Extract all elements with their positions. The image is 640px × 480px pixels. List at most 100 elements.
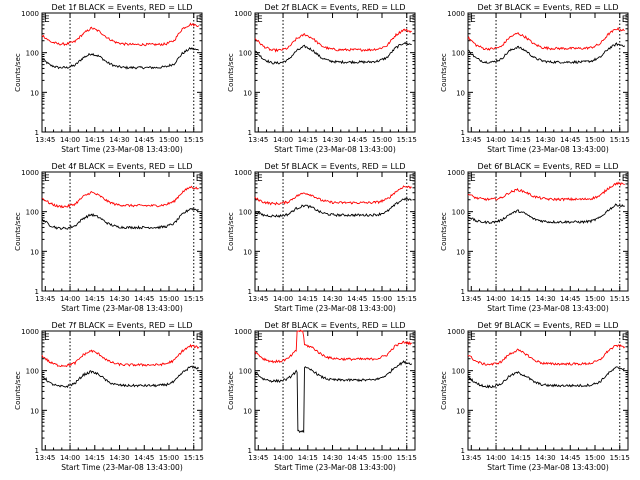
x-tick-label: 14:00 <box>486 295 506 303</box>
y-tick-label: 10 <box>30 407 39 415</box>
y-tick-label: 10 <box>243 407 252 415</box>
flag-label: E <box>409 174 415 184</box>
y-tick-label: 100 <box>239 209 252 217</box>
x-tick-label: 13:45 <box>461 136 481 144</box>
y-tick-label: 100 <box>26 209 39 217</box>
x-tick-label: 13:45 <box>461 454 481 462</box>
plot-frame <box>254 12 416 133</box>
chart-title: Det 4f BLACK = Events, RED = LLD <box>51 162 192 171</box>
y-tick-label: 1 <box>461 288 465 296</box>
x-tick-label: 14:30 <box>535 454 555 462</box>
chart-panel-5: Det 5f BLACK = Events, RED = LLD 1 10 100 10… <box>227 162 417 313</box>
y-tick-label: 1000 <box>447 10 465 18</box>
series-line-events <box>467 366 625 389</box>
plot-frame <box>41 171 203 292</box>
x-tick-label: 15:00 <box>159 136 179 144</box>
series-line-events <box>467 42 626 64</box>
series-line-lld <box>467 344 626 366</box>
x-tick-label: 14:15 <box>85 295 105 303</box>
x-tick-label: 15:00 <box>585 454 605 462</box>
x-tick-label: 14:30 <box>535 295 555 303</box>
x-tick-label: 15:00 <box>159 295 179 303</box>
chart-panel-4: Det 4f BLACK = Events, RED = LLD 1 10 100 10… <box>14 162 204 313</box>
series-line-lld <box>254 28 412 53</box>
flag-label: E <box>470 15 476 25</box>
x-tick-label: 14:00 <box>273 295 293 303</box>
plot-frame <box>467 171 629 292</box>
flag-label: E <box>196 15 202 25</box>
y-tick-label: 1 <box>461 129 465 137</box>
x-tick-label: 13:45 <box>35 454 55 462</box>
flag-label: E <box>257 333 263 343</box>
x-tick-label: 13:45 <box>35 136 55 144</box>
x-tick-label: 15:00 <box>585 295 605 303</box>
y-tick-label: 1 <box>248 447 252 455</box>
x-tick-label: 14:45 <box>134 454 154 462</box>
x-tick-label: 14:15 <box>298 136 318 144</box>
x-tick-label: 14:00 <box>60 454 80 462</box>
y-tick-label: 1 <box>248 288 252 296</box>
flag-label: E <box>257 15 263 25</box>
series-line-lld <box>41 343 200 368</box>
series-line-lld <box>41 22 200 47</box>
x-tick-label: 15:15 <box>397 136 417 144</box>
y-tick-label: 10 <box>456 407 465 415</box>
chart-panel-3: Det 3f BLACK = Events, RED = LLD 1 10 100 10… <box>440 3 630 154</box>
y-axis-label: Counts/sec <box>227 212 235 251</box>
series-line-lld <box>254 329 412 364</box>
x-tick-label: 14:30 <box>109 454 129 462</box>
x-axis-label: Start Time (23-Mar-08 13:43:00) <box>487 304 609 313</box>
y-tick-label: 100 <box>452 50 465 58</box>
y-tick-label: 10 <box>456 89 465 97</box>
y-tick-label: 1000 <box>447 328 465 336</box>
series-line-lld <box>467 26 625 51</box>
x-tick-label: 15:00 <box>585 136 605 144</box>
y-tick-label: 10 <box>456 248 465 256</box>
y-tick-label: 1000 <box>234 10 252 18</box>
chart-panel-7: Det 7f BLACK = Events, RED = LLD 1 10 100 10… <box>14 321 204 472</box>
series-line-events <box>254 41 412 65</box>
x-tick-label: 14:15 <box>511 454 531 462</box>
chart-panel-1: Det 1f BLACK = Events, RED = LLD 1 10 100 10… <box>14 3 204 154</box>
y-tick-label: 10 <box>30 248 39 256</box>
x-tick-label: 14:45 <box>347 454 367 462</box>
x-tick-label: 14:30 <box>535 136 555 144</box>
plot-frame <box>254 171 416 292</box>
y-tick-label: 10 <box>243 248 252 256</box>
chart-panel-2: Det 2f BLACK = Events, RED = LLD 1 10 100 10… <box>227 3 417 154</box>
x-tick-label: 14:00 <box>273 136 293 144</box>
chart-title: Det 2f BLACK = Events, RED = LLD <box>264 3 405 12</box>
chart-title: Det 7f BLACK = Events, RED = LLD <box>51 321 192 330</box>
plot-frame <box>41 12 203 133</box>
series-line-events <box>41 365 200 389</box>
x-tick-label: 14:45 <box>134 295 154 303</box>
y-axis-label: Counts/sec <box>227 371 235 410</box>
x-tick-label: 14:15 <box>85 454 105 462</box>
x-tick-label: 14:00 <box>486 454 506 462</box>
x-axis-label: Start Time (23-Mar-08 13:43:00) <box>487 145 609 154</box>
flag-label: E <box>470 333 476 343</box>
series-line-events <box>41 207 199 231</box>
x-axis-label: Start Time (23-Mar-08 13:43:00) <box>274 463 396 472</box>
x-tick-label: 14:00 <box>273 454 293 462</box>
x-tick-label: 14:00 <box>60 295 80 303</box>
chart-panel-9: Det 9f BLACK = Events, RED = LLD 1 10 100 10… <box>440 321 630 472</box>
x-tick-label: 14:15 <box>85 136 105 144</box>
x-tick-label: 14:30 <box>322 454 342 462</box>
plot-frame <box>41 330 203 451</box>
x-tick-label: 13:45 <box>248 295 268 303</box>
y-axis-label: Counts/sec <box>227 53 235 92</box>
flag-label: E <box>44 15 50 25</box>
flag-label: E <box>44 174 50 184</box>
x-tick-label: 15:00 <box>372 295 392 303</box>
x-tick-label: 14:45 <box>134 136 154 144</box>
x-tick-label: 14:30 <box>322 136 342 144</box>
series-line-events <box>467 203 625 225</box>
y-tick-label: 100 <box>239 368 252 376</box>
flag-label: E <box>409 333 415 343</box>
plot-frame <box>254 330 416 451</box>
series-line-lld <box>467 181 625 202</box>
y-axis-label: Counts/sec <box>14 371 22 410</box>
x-tick-label: 14:45 <box>560 136 580 144</box>
y-tick-label: 100 <box>452 368 465 376</box>
